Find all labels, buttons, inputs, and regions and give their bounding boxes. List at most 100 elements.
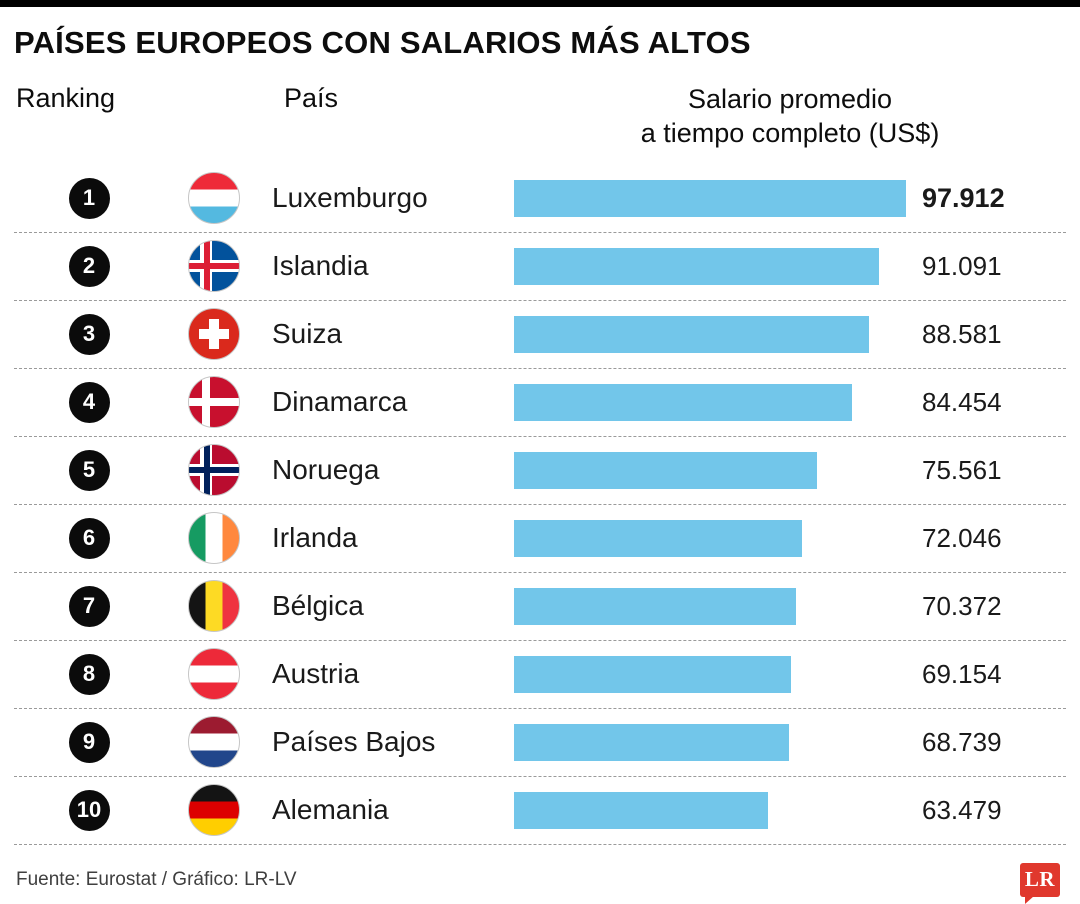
bar-track [514,383,906,421]
flag-cell [164,444,264,496]
flag-cell [164,580,264,632]
lr-logo-text: LR [1024,867,1056,891]
rank-cell: 9 [14,721,164,763]
rank-cell: 7 [14,585,164,627]
salary-value: 72.046 [922,522,1002,553]
rank-cell: 5 [14,449,164,491]
bar-track [514,247,906,285]
rank-cell: 8 [14,653,164,695]
flag-cell [164,376,264,428]
country-name: Alemania [272,794,389,825]
flag-germany-icon [188,784,240,836]
rank-badge: 4 [68,381,110,423]
salary-bar [514,519,803,557]
flag-cell [164,172,264,224]
rank-cell: 6 [14,517,164,559]
country-name: Países Bajos [272,726,436,757]
table-row: 4 Dinamarca 84.454 [14,367,1066,436]
rank-cell: 1 [14,177,164,219]
column-headers: Ranking País Salario promedio a tiempo c… [14,83,1066,151]
salary-bar [514,655,791,693]
salary-value: 88.581 [922,318,1002,349]
rank-badge: 2 [68,245,110,287]
flag-iceland-icon [188,240,240,292]
flag-cell [164,240,264,292]
rank-cell: 10 [14,789,164,831]
bar-track [514,451,906,489]
bar-track [514,791,906,829]
footer: Fuente: Eurostat / Gráfico: LR-LV LR [14,857,1066,904]
salary-bar [514,723,790,761]
rank-badge: 5 [68,449,110,491]
table-row: 1 Luxemburgo 97.912 [14,165,1066,232]
header-salary: Salario promedio a tiempo completo (US$) [514,83,1066,151]
rank-cell: 2 [14,245,164,287]
flag-cell [164,512,264,564]
salary-value: 63.479 [922,794,1002,825]
rank-badge: 7 [68,585,110,627]
flag-cell [164,716,264,768]
salary-bar [514,383,853,421]
table-row: 6 Irlanda 72.046 [14,503,1066,572]
source-credit: Fuente: Eurostat / Gráfico: LR-LV [16,868,297,890]
flag-netherlands-icon [188,716,240,768]
bar-track [514,519,906,557]
salary-value: 68.739 [922,726,1002,757]
bar-track [514,179,906,217]
salary-value: 97.912 [922,182,1005,213]
rank-badge: 6 [68,517,110,559]
salary-bar [514,451,817,489]
table-row: 10 Alemania 63.479 [14,775,1066,844]
header-salary-line2: a tiempo completo (US$) [640,117,940,148]
rank-badge: 1 [68,177,110,219]
flag-cell [164,784,264,836]
top-rule [0,0,1080,7]
country-name: Suiza [272,318,343,349]
country-name: Noruega [272,454,380,485]
table-row: 3 Suiza 88.581 [14,299,1066,368]
rank-badge: 10 [68,789,110,831]
table-row: 9 Países Bajos 68.739 [14,707,1066,776]
country-name: Dinamarca [272,386,408,417]
table-row: 2 Islandia 91.091 [14,231,1066,300]
salary-bar [514,791,769,829]
flag-luxembourg-icon [188,172,240,224]
infographic: PAÍSES EUROPEOS CON SALARIOS MÁS ALTOS R… [0,25,1080,904]
country-name: Islandia [272,250,369,281]
country-name: Irlanda [272,522,358,553]
salary-bar [514,587,796,625]
country-name: Bélgica [272,590,364,621]
lr-logo: LR [1020,862,1060,904]
table-row: 8 Austria 69.154 [14,639,1066,708]
bar-track [514,723,906,761]
bar-track [514,587,906,625]
flag-cell [164,648,264,700]
flag-norway-icon [188,444,240,496]
flag-austria-icon [188,648,240,700]
salary-value: 69.154 [922,658,1002,689]
table-row: 7 Bélgica 70.372 [14,571,1066,640]
salary-bar [514,315,869,353]
header-salary-line1: Salario promedio [687,84,893,114]
flag-switzerland-icon [188,308,240,360]
rank-badge: 8 [68,653,110,695]
rank-cell: 3 [14,313,164,355]
flag-belgium-icon [188,580,240,632]
salary-value: 75.561 [922,454,1002,485]
flag-ireland-icon [188,512,240,564]
ranking-table: 1 Luxemburgo 97.912 2 Islandia 91.091 [14,165,1066,845]
rank-cell: 4 [14,381,164,423]
header-country: País [284,83,339,113]
salary-value: 70.372 [922,590,1002,621]
salary-bar [514,247,879,285]
country-name: Austria [272,658,360,689]
salary-value: 91.091 [922,250,1002,281]
flag-cell [164,308,264,360]
country-name: Luxemburgo [272,182,428,213]
bar-track [514,655,906,693]
salary-bar [514,179,906,217]
flag-denmark-icon [188,376,240,428]
salary-value: 84.454 [922,386,1002,417]
rank-badge: 3 [68,313,110,355]
table-row: 5 Noruega 75.561 [14,435,1066,504]
